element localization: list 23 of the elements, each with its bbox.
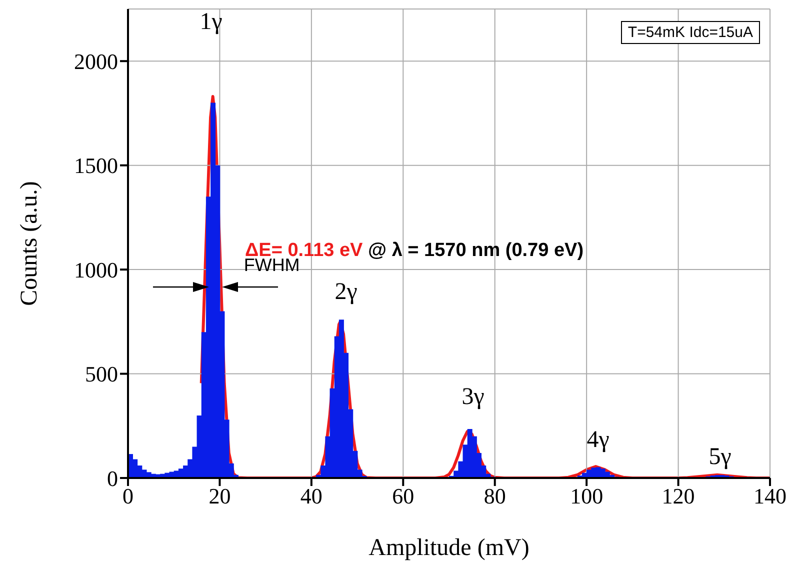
y-tick-label: 500: [85, 362, 118, 387]
y-tick-label: 1500: [74, 153, 118, 178]
x-tick-label: 0: [122, 484, 134, 509]
annotation: 1γ: [200, 9, 223, 35]
annotation: @ λ = 1570 nm (0.79 eV): [367, 240, 584, 261]
annotation: 5γ: [708, 444, 732, 470]
y-tick-label: 2000: [74, 48, 118, 74]
x-tick-label: 40: [300, 484, 322, 509]
x-tick-label: 20: [208, 484, 231, 509]
annotation: FWHM: [244, 255, 300, 276]
annotation: T=54mK Idc=15uA: [620, 21, 760, 44]
x-tick-label: 140: [754, 484, 786, 509]
y-tick-label: 1000: [74, 257, 118, 282]
annotation: 3γ: [462, 384, 485, 410]
y-axis-title: Counts (a.u.): [16, 181, 43, 306]
x-tick-label: 60: [392, 484, 414, 509]
x-tick-label: 80: [484, 484, 506, 509]
y-tick-label: 0: [107, 466, 118, 491]
annotation: 4γ: [586, 427, 610, 453]
x-tick-label: 100: [570, 484, 604, 509]
annotation: 2γ: [334, 279, 358, 305]
x-tick-label: 120: [662, 484, 695, 509]
x-axis-title: Amplitude (mV): [368, 535, 530, 561]
